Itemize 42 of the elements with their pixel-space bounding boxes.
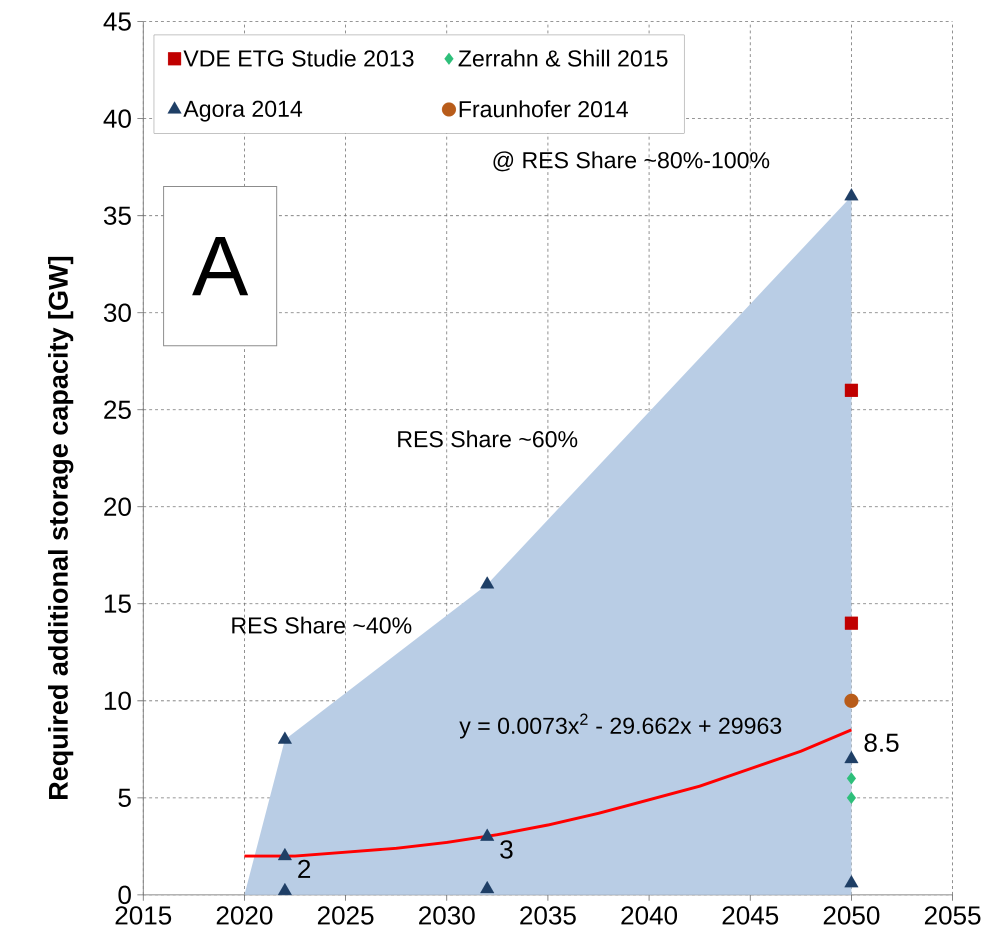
annotation: @ RES Share ~80%-100% bbox=[493, 151, 770, 172]
data-label: 2 bbox=[298, 860, 310, 878]
point bbox=[480, 576, 494, 589]
point bbox=[480, 880, 494, 894]
legend-label: Fraunhofer 2014 bbox=[460, 100, 628, 118]
y-tick-label: 20 bbox=[104, 498, 131, 516]
point bbox=[844, 750, 858, 764]
legend-label: Zerrahn & Shill 2015 bbox=[458, 50, 668, 67]
point bbox=[278, 848, 292, 860]
point bbox=[480, 828, 494, 841]
x-tick-label: 2015 bbox=[116, 906, 172, 925]
y-tick-label: 5 bbox=[118, 788, 131, 807]
point bbox=[844, 384, 858, 397]
point bbox=[844, 188, 858, 200]
x-tick-label: 2030 bbox=[419, 906, 475, 925]
y-tick-label: 45 bbox=[104, 12, 131, 31]
point bbox=[278, 882, 292, 896]
y-tick-label: 35 bbox=[104, 206, 131, 225]
data-label: 3 bbox=[500, 840, 513, 859]
y-axis-title: Required additional storage capacity [GW] bbox=[48, 256, 74, 800]
point bbox=[278, 732, 292, 744]
annotation: RES Share ~60% bbox=[398, 430, 578, 448]
y-tick-label: 10 bbox=[104, 692, 131, 710]
x-tick-label: 2050 bbox=[824, 906, 880, 925]
y-tick-label: 30 bbox=[104, 303, 131, 322]
annotation: y = 0.0073x$^{2}$ - 29.662x + 29963 bbox=[459, 714, 782, 739]
y-tick-label: 25 bbox=[104, 400, 131, 419]
x-tick-label: 2035 bbox=[520, 906, 576, 925]
x-tick-label: 2040 bbox=[621, 906, 678, 925]
x-tick-label: 2025 bbox=[318, 906, 374, 925]
legend-label: VDE ETG Studie 2013 bbox=[183, 50, 414, 67]
y-tick-label: 15 bbox=[104, 594, 131, 613]
annotation: A bbox=[192, 237, 248, 296]
x-tick-label: 2045 bbox=[722, 906, 778, 925]
x-tick-label: 2020 bbox=[216, 906, 272, 925]
x-tick-label: 2055 bbox=[924, 906, 980, 925]
y-tick-label: 0 bbox=[118, 886, 131, 904]
annotation: RES Share ~40% bbox=[232, 616, 412, 634]
y-tick-label: 40 bbox=[104, 109, 131, 128]
legend-label: Agora 2014 bbox=[183, 100, 302, 122]
point bbox=[844, 875, 858, 888]
data-label: 8.5 bbox=[864, 733, 899, 752]
